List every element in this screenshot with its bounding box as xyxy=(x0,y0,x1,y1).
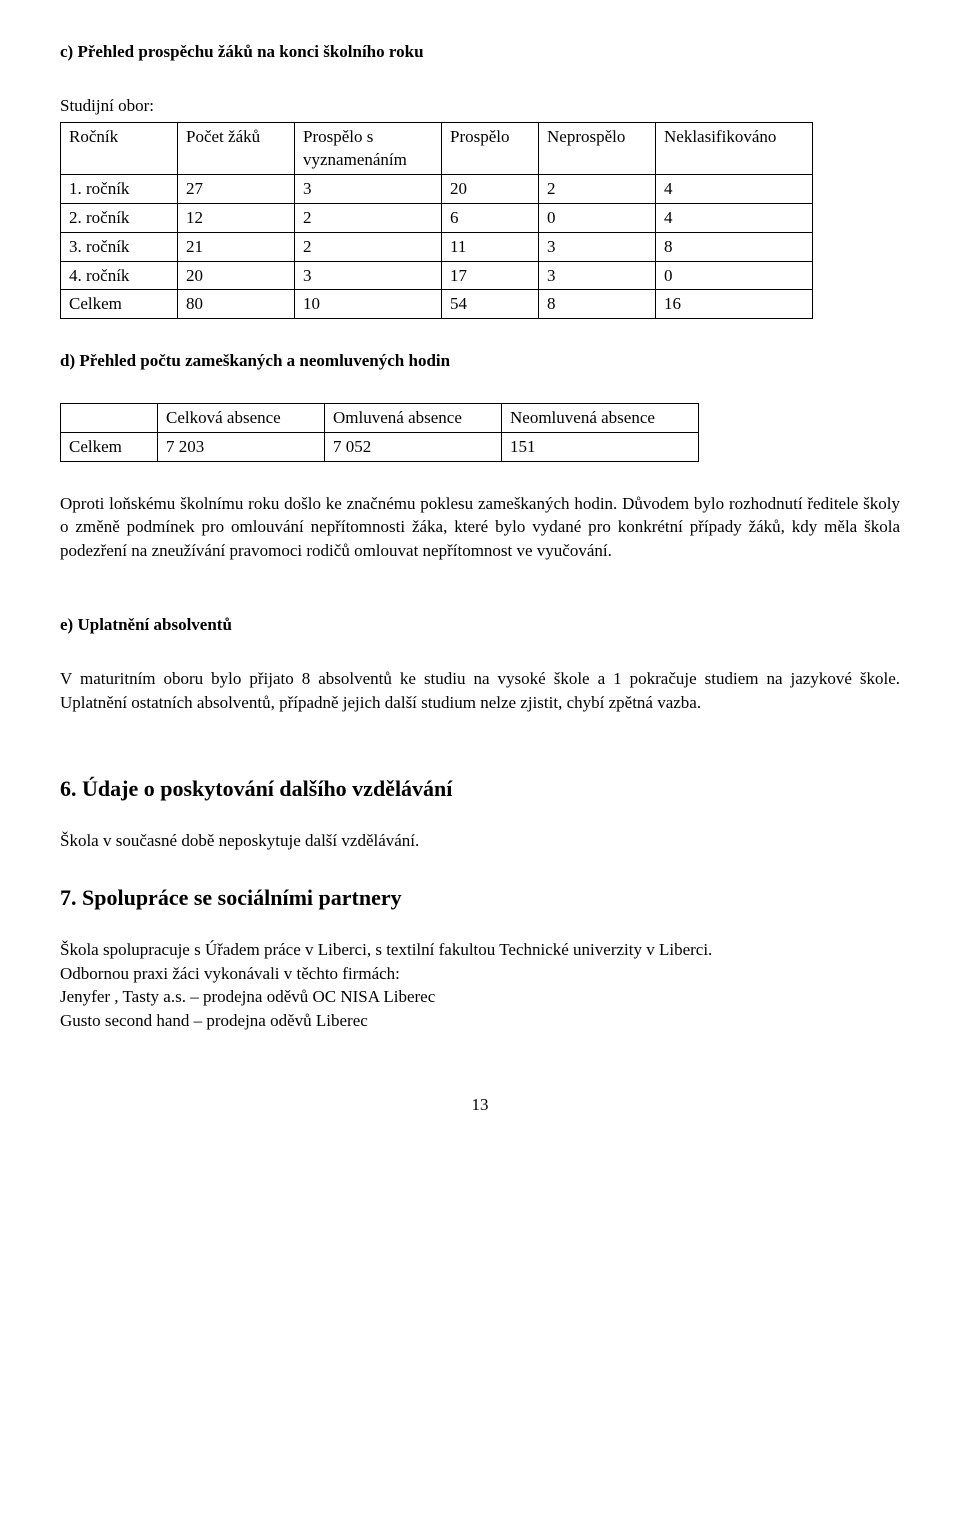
section-e-title: e) Uplatnění absolventů xyxy=(60,613,900,637)
cell: 11 xyxy=(442,232,539,261)
cell: 12 xyxy=(178,203,295,232)
table-row: 3. ročník2121138 xyxy=(61,232,813,261)
cell: 2 xyxy=(295,232,442,261)
cell: 3 xyxy=(295,175,442,204)
cell: 20 xyxy=(442,175,539,204)
cell: 54 xyxy=(442,290,539,319)
col-header xyxy=(61,403,158,432)
cell: 3 xyxy=(539,261,656,290)
col-header: Omluvená absence xyxy=(325,403,502,432)
cell: 4 xyxy=(656,203,813,232)
table-header-row: Ročník Počet žáků Prospělo s vyznamenání… xyxy=(61,122,813,175)
col-header: Prospělo s vyznamenáním xyxy=(295,122,442,175)
section7-title: 7. Spolupráce se sociálními partnery xyxy=(60,883,900,914)
cell: 8 xyxy=(539,290,656,319)
page-number: 13 xyxy=(60,1093,900,1117)
cell: 0 xyxy=(656,261,813,290)
col-header: Počet žáků xyxy=(178,122,295,175)
cell: 4 xyxy=(656,175,813,204)
cell: 21 xyxy=(178,232,295,261)
table-absence: Celková absence Omluvená absence Neomluv… xyxy=(60,403,699,462)
cell: 3. ročník xyxy=(61,232,178,261)
cell: Celkem xyxy=(61,432,158,461)
table-row: 4. ročník2031730 xyxy=(61,261,813,290)
study-field-label: Studijní obor: xyxy=(60,94,900,118)
para-d: Oproti loňskému školnímu roku došlo ke z… xyxy=(60,492,900,563)
section-c-title: c) Přehled prospěchu žáků na konci školn… xyxy=(60,40,900,64)
table-row: 1. ročník2732024 xyxy=(61,175,813,204)
table-header-row: Celková absence Omluvená absence Neomluv… xyxy=(61,403,699,432)
col-header: Neklasifikováno xyxy=(656,122,813,175)
cell: 3 xyxy=(539,232,656,261)
table-prospech: Ročník Počet žáků Prospělo s vyznamenání… xyxy=(60,122,813,320)
section-d-title: d) Přehled počtu zameškaných a neomluven… xyxy=(60,349,900,373)
para7-1: Škola spolupracuje s Úřadem práce v Libe… xyxy=(60,938,900,962)
cell: 6 xyxy=(442,203,539,232)
para-e: V maturitním oboru bylo přijato 8 absolv… xyxy=(60,667,900,715)
para7-2: Odbornou praxi žáci vykonávali v těchto … xyxy=(60,962,900,986)
col-header: Prospělo xyxy=(442,122,539,175)
col-header: Celková absence xyxy=(158,403,325,432)
cell: 8 xyxy=(656,232,813,261)
cell: 2. ročník xyxy=(61,203,178,232)
cell: 2 xyxy=(539,175,656,204)
cell: 10 xyxy=(295,290,442,319)
cell: 7 052 xyxy=(325,432,502,461)
cell: 16 xyxy=(656,290,813,319)
col-header: Ročník xyxy=(61,122,178,175)
table-row: Celkem 7 203 7 052 151 xyxy=(61,432,699,461)
cell: 4. ročník xyxy=(61,261,178,290)
cell: Celkem xyxy=(61,290,178,319)
para6: Škola v současné době neposkytuje další … xyxy=(60,829,900,853)
cell: 27 xyxy=(178,175,295,204)
cell: 151 xyxy=(502,432,699,461)
cell: 17 xyxy=(442,261,539,290)
cell: 20 xyxy=(178,261,295,290)
col-header: Neomluvená absence xyxy=(502,403,699,432)
table-row: 2. ročník122604 xyxy=(61,203,813,232)
para7-3: Jenyfer , Tasty a.s. – prodejna oděvů OC… xyxy=(60,985,900,1009)
cell: 3 xyxy=(295,261,442,290)
cell: 1. ročník xyxy=(61,175,178,204)
cell: 80 xyxy=(178,290,295,319)
cell: 7 203 xyxy=(158,432,325,461)
cell: 0 xyxy=(539,203,656,232)
col-header: Neprospělo xyxy=(539,122,656,175)
section6-title: 6. Údaje o poskytování dalšího vzděláván… xyxy=(60,774,900,805)
para7-4: Gusto second hand – prodejna oděvů Liber… xyxy=(60,1009,900,1033)
cell: 2 xyxy=(295,203,442,232)
table-row: Celkem801054816 xyxy=(61,290,813,319)
